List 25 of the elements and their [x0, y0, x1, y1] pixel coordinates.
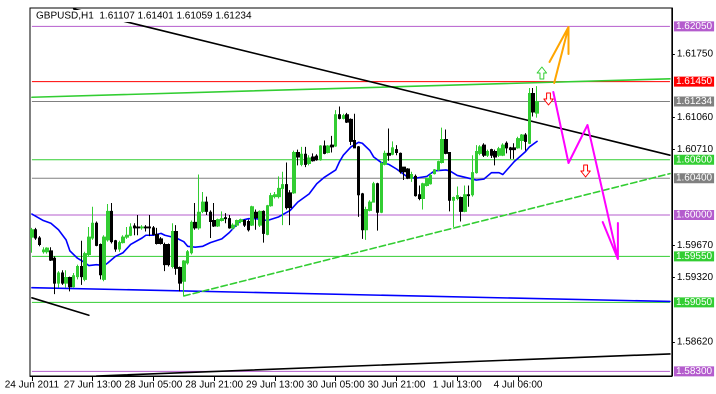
x-tick-label: 4 Jul 06:00 [494, 380, 543, 390]
y-tick-label: 1.61750 [676, 48, 714, 60]
ref-line-label: 1.60000 [676, 210, 713, 220]
ref-line-label: 1.59050 [676, 296, 713, 308]
ref-line-label: 1.59550 [676, 250, 713, 262]
chart-title: GBPUSD,H1 1.61107 1.61401 1.61059 1.61234 [36, 10, 252, 22]
x-tick-label: 29 Jun 13:00 [246, 380, 304, 390]
x-tick-label: 27 Jun 13:00 [64, 380, 122, 390]
x-tick-label: 28 Jun 05:00 [124, 380, 183, 390]
ref-line-label: 1.61234 [676, 96, 713, 107]
x-tick-label: 1 Jul 13:00 [432, 380, 482, 390]
x-tick-label: 24 Jun 2011 [4, 380, 60, 390]
ref-line-label: 1.58300 [676, 366, 713, 377]
x-tick-label: 28 Jun 21:00 [185, 380, 244, 390]
ref-line-label: 1.60400 [676, 172, 713, 184]
y-tick-label: 1.59670 [676, 240, 714, 251]
y-tick-label: 1.60710 [676, 144, 714, 156]
x-tick-label: 30 Jun 05:00 [306, 380, 366, 390]
x-tick-label: 30 Jun 21:00 [368, 380, 426, 390]
ref-line-label: 1.60600 [676, 154, 713, 166]
ref-line-label: 1.62050 [676, 20, 713, 32]
y-tick-label: 1.59320 [676, 272, 714, 284]
ref-line-label: 1.61450 [676, 76, 713, 88]
y-tick-label: 1.58620 [676, 336, 714, 348]
y-tick-label: 1.61060 [676, 112, 714, 123]
